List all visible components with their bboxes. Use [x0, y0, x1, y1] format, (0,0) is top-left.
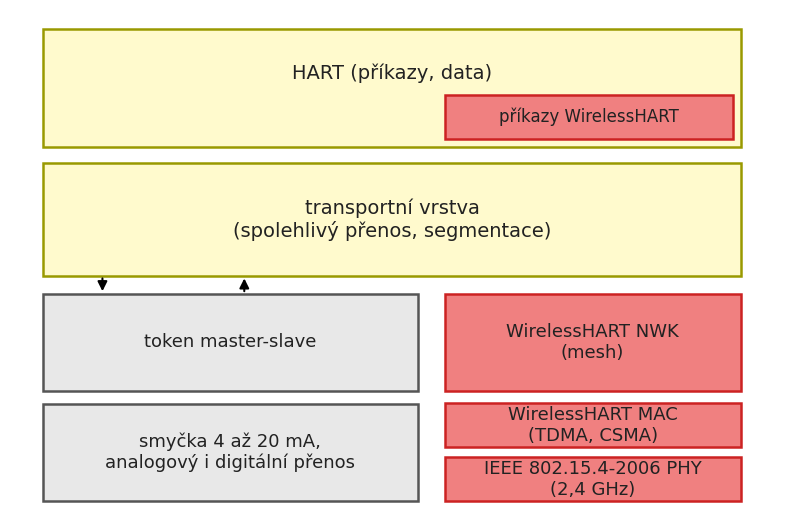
- Text: IEEE 802.15.4-2006 PHY
(2,4 GHz): IEEE 802.15.4-2006 PHY (2,4 GHz): [484, 460, 701, 499]
- FancyBboxPatch shape: [445, 457, 741, 501]
- FancyBboxPatch shape: [43, 163, 741, 276]
- FancyBboxPatch shape: [445, 294, 741, 391]
- Text: HART (příkazy, data): HART (příkazy, data): [292, 64, 492, 83]
- Text: příkazy WirelessHART: příkazy WirelessHART: [500, 107, 679, 126]
- FancyBboxPatch shape: [43, 294, 418, 391]
- Text: WirelessHART NWK
(mesh): WirelessHART NWK (mesh): [506, 323, 679, 362]
- FancyBboxPatch shape: [445, 94, 733, 139]
- FancyBboxPatch shape: [43, 29, 741, 147]
- Text: transportní vrstva
(spolehlivý přenos, segmentace): transportní vrstva (spolehlivý přenos, s…: [233, 198, 552, 241]
- Text: token master-slave: token master-slave: [144, 333, 316, 351]
- Text: smyčka 4 až 20 mA,
analogový i digitální přenos: smyčka 4 až 20 mA, analogový i digitální…: [105, 433, 355, 472]
- FancyBboxPatch shape: [43, 404, 418, 501]
- FancyBboxPatch shape: [445, 403, 741, 447]
- Text: WirelessHART MAC
(TDMA, CSMA): WirelessHART MAC (TDMA, CSMA): [507, 406, 678, 445]
